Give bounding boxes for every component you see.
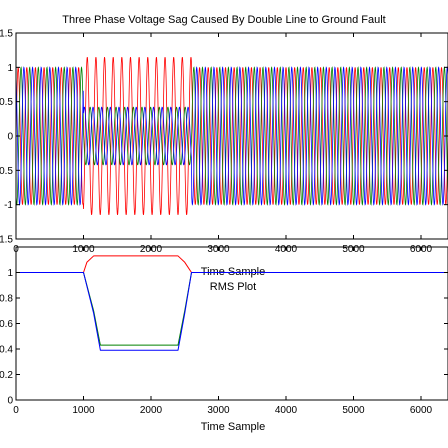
voltage-y-tick-label: 0 bbox=[7, 132, 13, 143]
rms-series-line bbox=[16, 255, 448, 273]
voltage-y-tick-label: -0.5 bbox=[0, 166, 13, 177]
voltage-y-tick-label: -1 bbox=[4, 200, 13, 211]
rms-x-tick-label: 1000 bbox=[72, 405, 95, 416]
rms-x-tick-label: 2000 bbox=[140, 405, 163, 416]
voltage-y-tick-label: -1.5 bbox=[0, 235, 13, 246]
rms-series-group bbox=[16, 255, 448, 351]
rms-y-tick-label: 0 bbox=[7, 396, 13, 407]
rms-y-tick-label: 0.8 bbox=[0, 294, 13, 305]
rms-y-tick-label: 0.6 bbox=[0, 319, 13, 330]
rms-x-tick-label: 5000 bbox=[342, 405, 365, 416]
rms-x-tick-label: 4000 bbox=[275, 405, 298, 416]
rms-axes: 0 1000 2000 3000 4000 5000 6000 0 0.2 0.4 0.6 0.8 1 bbox=[0, 247, 448, 416]
rms-y-tick-label: 0.2 bbox=[0, 370, 13, 381]
voltage-y-tick-label: 1 bbox=[7, 63, 13, 74]
voltage-series-group bbox=[15, 56, 448, 216]
voltage-y-tick-label: 0.5 bbox=[0, 97, 13, 108]
voltage-phase-series-line bbox=[15, 56, 448, 216]
rms-x-tick-label: 6000 bbox=[410, 405, 433, 416]
rms-chart: RMS Plot 0 1000 2000 3000 4000 5000 6000 0 0.2 0.… bbox=[0, 246, 448, 433]
rms-x-axis-label: Time Sample bbox=[201, 421, 265, 433]
rms-chart-title: RMS Plot bbox=[210, 281, 256, 293]
voltage-phase-series-line bbox=[15, 66, 448, 206]
voltage-chart-title: Three Phase Voltage Sag Caused By Double… bbox=[62, 14, 386, 26]
voltage-phase-series-line bbox=[15, 66, 448, 206]
rms-y-tick-label: 1 bbox=[7, 268, 13, 279]
rms-x-tick-label: 3000 bbox=[207, 405, 230, 416]
rms-series-line bbox=[16, 272, 448, 351]
rms-y-tick-label: 0.4 bbox=[0, 345, 13, 356]
voltage-chart: Three Phase Voltage Sag Caused By Double… bbox=[0, 14, 448, 278]
voltage-y-tick-label: 1.5 bbox=[0, 29, 13, 40]
rms-x-tick-label: 0 bbox=[13, 405, 19, 416]
